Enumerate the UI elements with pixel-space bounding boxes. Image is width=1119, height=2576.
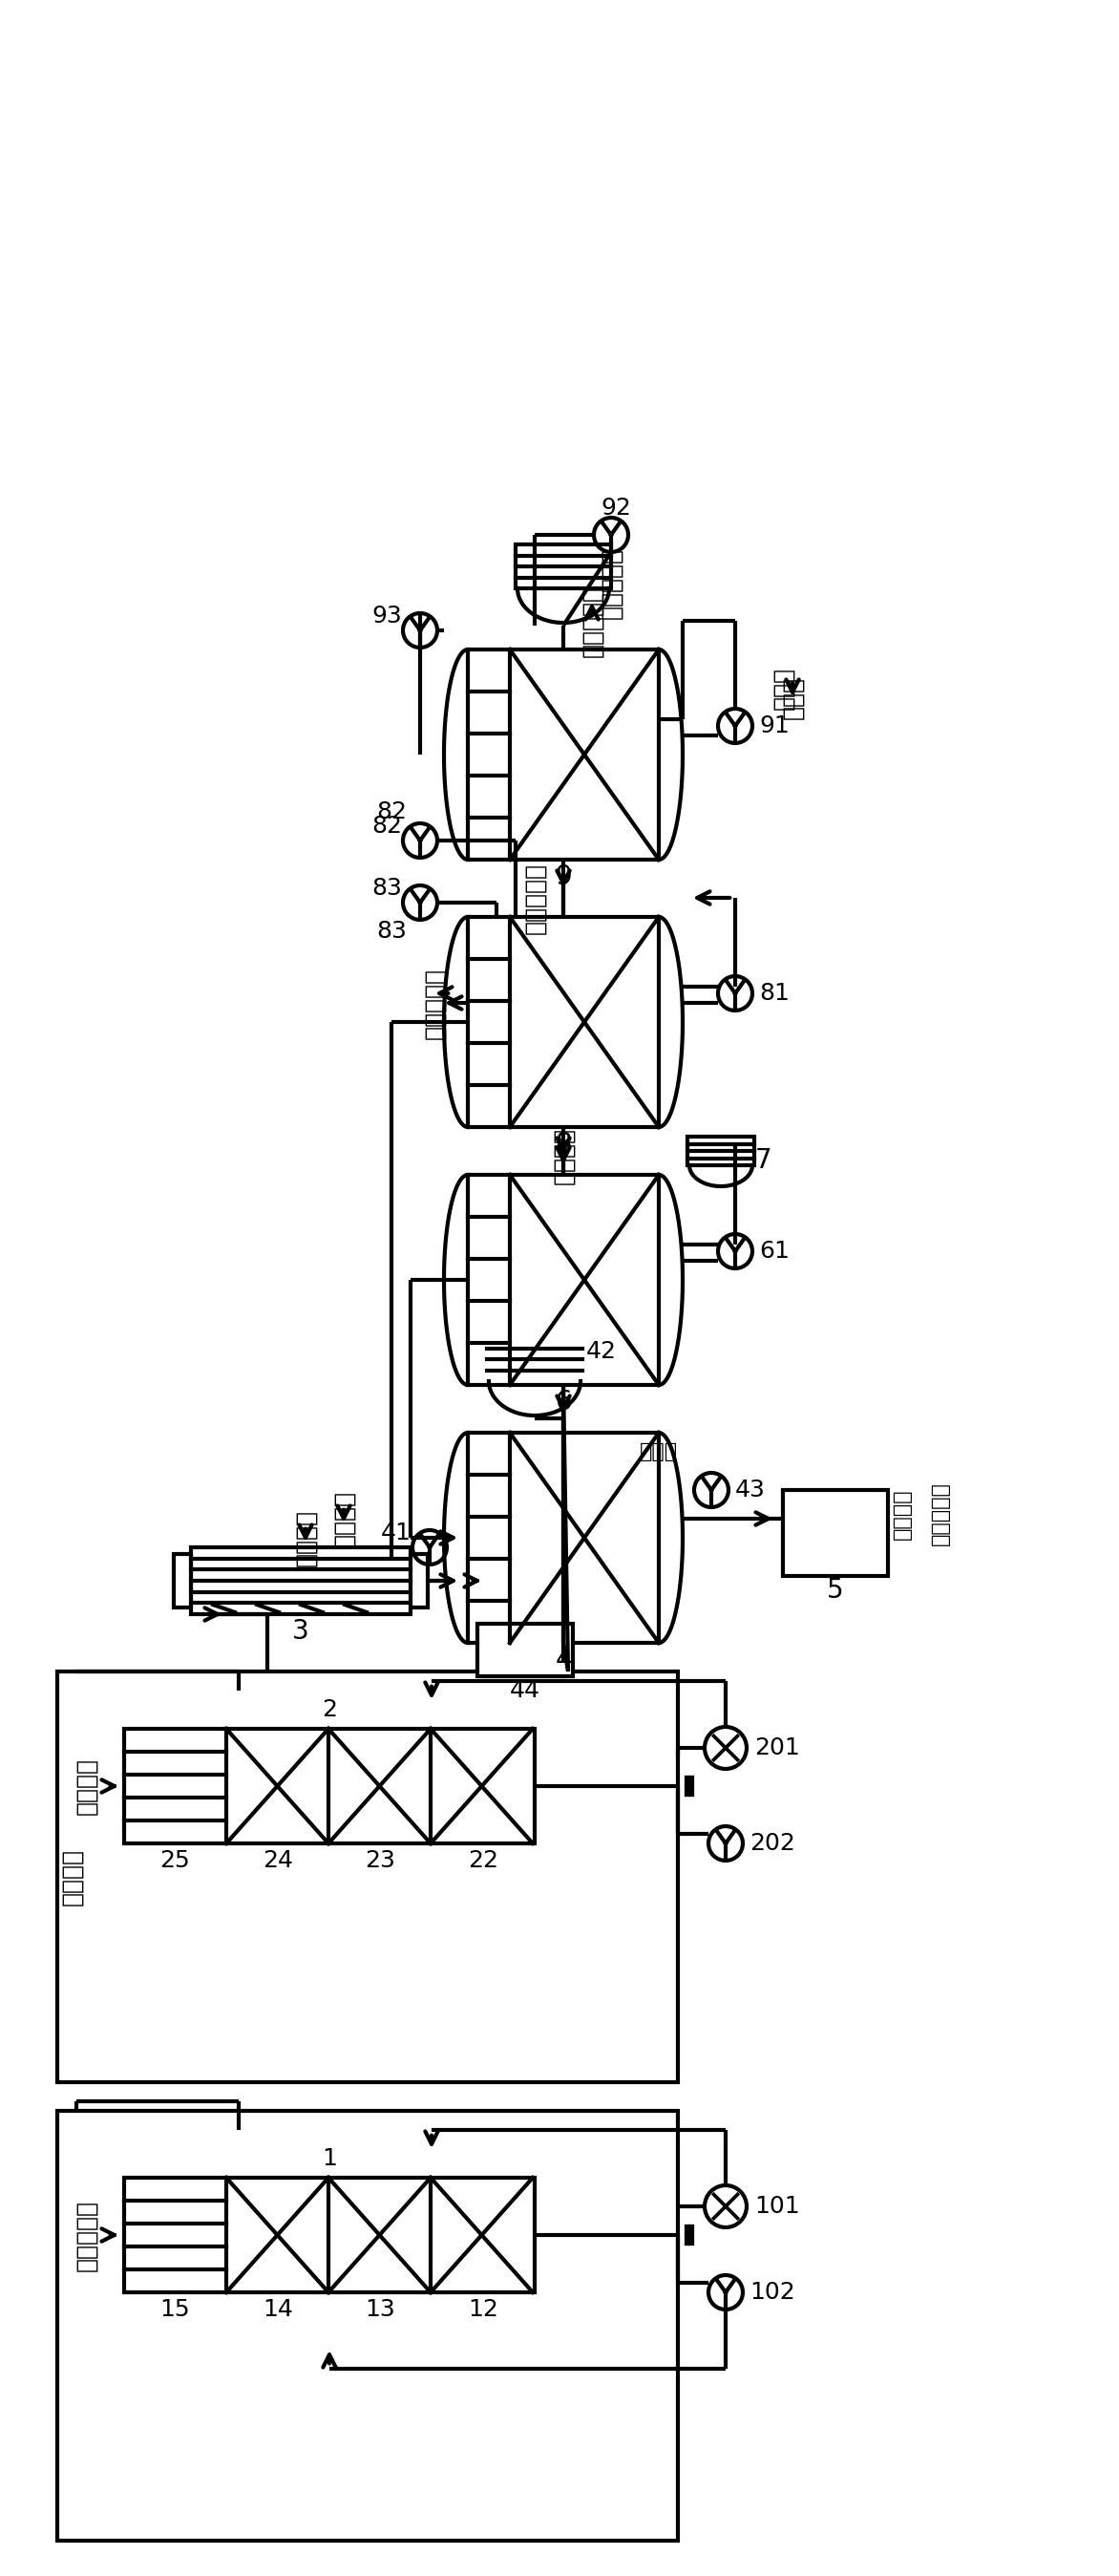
Bar — [57, 2110, 678, 2540]
Text: 回收二甲醚: 回收二甲醚 — [581, 585, 603, 657]
Bar — [478, 1623, 573, 1677]
Text: 44: 44 — [510, 1680, 540, 1703]
Polygon shape — [659, 917, 683, 1128]
Bar — [516, 544, 611, 587]
Bar — [191, 1548, 411, 1615]
Text: 22: 22 — [468, 1850, 498, 1873]
Text: 12: 12 — [468, 2298, 498, 2321]
Text: 5: 5 — [827, 1577, 844, 1605]
Bar — [468, 917, 659, 1128]
Bar — [487, 1337, 582, 1381]
Text: 气相甲醇: 气相甲醇 — [60, 1847, 83, 1906]
Text: 41: 41 — [380, 1522, 412, 1546]
Text: 9: 9 — [555, 863, 572, 891]
Bar — [468, 1175, 659, 1386]
Polygon shape — [444, 1175, 468, 1386]
Text: 气相甲醇: 气相甲醇 — [75, 1757, 97, 1814]
Text: 24: 24 — [263, 1850, 293, 1873]
Text: 酸性浓缩液: 酸性浓缩液 — [931, 1481, 950, 1546]
Text: 102: 102 — [750, 2280, 796, 2303]
Text: 2: 2 — [322, 1698, 337, 1721]
Bar — [783, 1489, 888, 1577]
Polygon shape — [444, 1432, 468, 1643]
Text: 15: 15 — [160, 2298, 190, 2321]
Text: 萃取剂: 萃取剂 — [771, 667, 794, 708]
Text: 氯甲烷产品: 氯甲烷产品 — [524, 863, 546, 933]
Text: 液相甲醇: 液相甲醇 — [552, 1128, 575, 1185]
Text: 42: 42 — [586, 1340, 617, 1363]
Text: 82: 82 — [372, 814, 402, 837]
Text: 回收二甲醚: 回收二甲醚 — [600, 546, 622, 618]
Text: 8: 8 — [555, 1131, 572, 1157]
Polygon shape — [659, 1175, 683, 1386]
Text: 82: 82 — [376, 801, 406, 824]
Text: 乙甲醇: 乙甲醇 — [640, 1443, 678, 1461]
Text: 92: 92 — [601, 497, 631, 520]
Text: 201: 201 — [754, 1736, 800, 1759]
Polygon shape — [444, 649, 468, 860]
Text: 4: 4 — [555, 1646, 572, 1674]
Bar — [57, 1672, 678, 2081]
Bar — [411, 1553, 427, 1607]
Text: 14: 14 — [263, 2298, 293, 2321]
Text: 吸收塔液: 吸收塔液 — [332, 1489, 355, 1548]
Polygon shape — [659, 649, 683, 860]
Text: 萃取剂: 萃取剂 — [781, 675, 803, 719]
Bar — [124, 1728, 535, 1844]
Text: 3: 3 — [292, 1618, 309, 1643]
Text: 61: 61 — [759, 1239, 790, 1262]
Text: 83: 83 — [376, 920, 406, 943]
Text: 83: 83 — [372, 876, 402, 899]
Text: 202: 202 — [750, 1832, 796, 1855]
Text: 25: 25 — [160, 1850, 190, 1873]
Bar — [468, 649, 659, 860]
Bar — [687, 1136, 754, 1164]
Text: 23: 23 — [365, 1850, 395, 1873]
Text: 气相氯化氢: 气相氯化氢 — [75, 2200, 97, 2272]
Text: 43: 43 — [735, 1479, 765, 1502]
Text: 酸性废水: 酸性废水 — [893, 1489, 912, 1540]
Text: 1: 1 — [322, 2148, 337, 2169]
Text: 13: 13 — [365, 2298, 395, 2321]
Text: 6: 6 — [555, 1388, 572, 1414]
Text: 7: 7 — [755, 1146, 772, 1175]
Text: 81: 81 — [759, 981, 790, 1005]
Polygon shape — [444, 917, 468, 1128]
Polygon shape — [659, 1432, 683, 1643]
Bar — [124, 2177, 535, 2293]
Text: 氯甲烷产品: 氯甲烷产品 — [423, 966, 445, 1038]
Bar — [173, 1553, 191, 1607]
Text: 91: 91 — [759, 714, 789, 737]
Text: 101: 101 — [754, 2195, 800, 2218]
Text: 93: 93 — [372, 605, 402, 629]
Bar — [468, 1432, 659, 1643]
Text: 液体甲醇: 液体甲醇 — [294, 1510, 317, 1566]
